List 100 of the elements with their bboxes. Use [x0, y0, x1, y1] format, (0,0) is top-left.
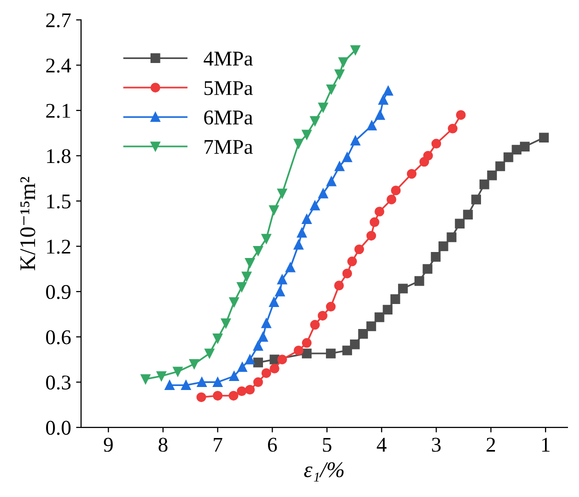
legend-label: 6MPa: [204, 110, 253, 125]
point: [487, 170, 497, 180]
point: [212, 377, 223, 387]
point: [338, 57, 348, 68]
legend-label: 5MPa: [204, 81, 253, 96]
point: [374, 312, 384, 322]
point: [366, 120, 377, 130]
point: [294, 240, 304, 250]
y-tick-label: 0.3: [46, 376, 71, 390]
point: [253, 358, 263, 368]
x-axis-title: ε₁/%: [304, 462, 344, 482]
point: [294, 138, 304, 149]
point: [431, 138, 442, 149]
point: [386, 194, 396, 204]
point: [196, 392, 206, 402]
point: [310, 320, 320, 330]
x-tick-label: 9: [104, 438, 113, 452]
point: [520, 142, 530, 152]
point: [383, 86, 394, 96]
point: [302, 214, 312, 224]
point: [366, 230, 376, 241]
y-tick-label: 1.5: [47, 194, 71, 209]
x-tick-label: 5: [322, 438, 332, 452]
point: [318, 310, 328, 321]
point: [358, 328, 368, 339]
point: [229, 297, 239, 307]
point: [318, 188, 328, 198]
point: [350, 45, 360, 55]
point: [479, 180, 490, 190]
point: [463, 210, 473, 220]
point: [446, 232, 456, 242]
point: [302, 348, 312, 358]
point: [374, 206, 384, 216]
point: [430, 252, 441, 262]
point: [277, 274, 288, 284]
point: [277, 354, 288, 364]
point: [285, 262, 296, 272]
point: [438, 241, 448, 252]
point: [258, 332, 268, 342]
point: [342, 346, 352, 356]
point: [326, 302, 336, 312]
x-tick-label: 3: [432, 438, 441, 452]
point: [495, 161, 506, 172]
point: [334, 161, 344, 172]
point: [456, 110, 466, 120]
point: [242, 272, 252, 282]
point: [270, 364, 280, 374]
point: [423, 150, 433, 161]
point: [310, 200, 320, 210]
x-tick-label: 1: [542, 438, 550, 452]
point: [261, 318, 272, 328]
point: [370, 217, 380, 227]
legend-label: 4MPa: [204, 52, 253, 66]
point: [189, 359, 200, 369]
point: [172, 366, 183, 376]
x-tick-label: 6: [268, 438, 277, 452]
point: [334, 69, 344, 80]
point: [382, 304, 392, 315]
point: [422, 264, 432, 274]
point: [294, 346, 304, 356]
point: [342, 268, 352, 278]
point: [414, 276, 424, 286]
point: [228, 390, 238, 401]
y-tick-label: 2.7: [46, 13, 71, 28]
point: [253, 377, 263, 387]
y-axis-title: K/10⁻¹⁵m²: [20, 176, 36, 270]
point: [334, 280, 344, 290]
point: [326, 176, 336, 186]
point: [302, 130, 312, 140]
y-tick-label: 0.0: [46, 420, 71, 435]
point: [261, 234, 272, 244]
point: [164, 380, 174, 390]
point: [236, 282, 247, 292]
point: [326, 84, 336, 94]
point: [245, 258, 255, 268]
point: [275, 286, 285, 296]
point: [269, 297, 279, 307]
y-tick-label: 2.1: [46, 104, 70, 118]
point: [390, 186, 401, 196]
y-tick-label: 1.8: [47, 149, 71, 164]
point: [277, 188, 288, 198]
point: [512, 144, 522, 155]
y-tick-label: 2.4: [46, 58, 72, 73]
point: [245, 354, 255, 364]
point: [454, 218, 465, 229]
point: [181, 380, 191, 390]
point: [398, 284, 408, 294]
point: [140, 374, 150, 384]
point: [212, 334, 223, 344]
point: [296, 228, 307, 238]
point: [539, 132, 549, 142]
point: [378, 95, 388, 105]
point: [448, 124, 458, 134]
point: [196, 377, 207, 387]
legend-label: 7MPa: [204, 140, 253, 154]
x-tick-label: 4: [376, 438, 386, 452]
point: [212, 390, 223, 401]
y-tick-label: 1.2: [47, 240, 70, 254]
point: [350, 340, 360, 350]
point: [350, 136, 360, 146]
